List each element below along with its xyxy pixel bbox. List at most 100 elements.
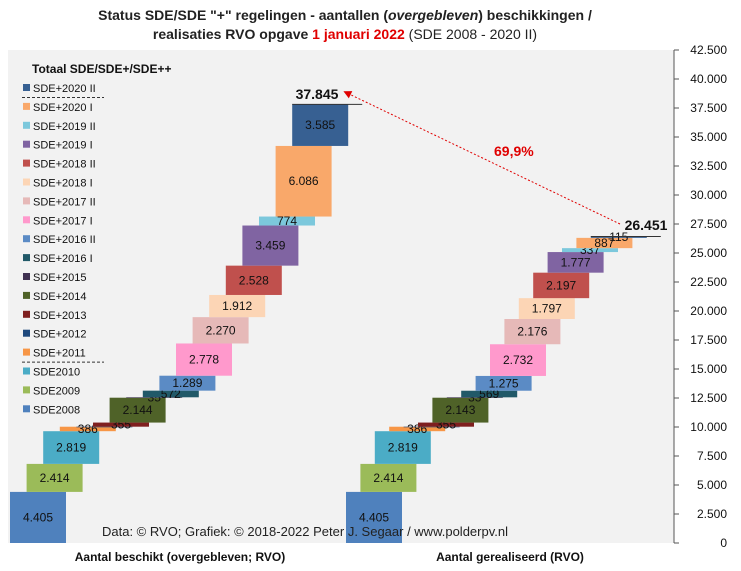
chart-title: Status SDE/SDE "+" regelingen - aantalle…	[0, 6, 690, 44]
legend-swatch	[23, 178, 30, 186]
legend-label: SDE+2020 II	[33, 83, 96, 95]
y-tick-label: 37.500	[690, 101, 727, 115]
legend-label: SDE2009	[33, 385, 80, 397]
legend-label: SDE2010	[33, 367, 80, 379]
bar-segment	[109, 397, 166, 423]
legend-label: SDE+2019 II	[33, 121, 96, 133]
bar-segment	[159, 375, 216, 391]
legend-title: Totaal SDE/SDE+/SDE++	[32, 62, 172, 76]
bar-value-label: 3.585	[305, 118, 335, 132]
legend-swatch	[23, 216, 30, 224]
legend-swatch	[23, 121, 30, 129]
legend-label: SDE+2018 I	[33, 178, 93, 190]
bar-value-label: 115	[609, 230, 628, 244]
bar-segment	[475, 375, 532, 391]
bar-value-label: 2.414	[373, 471, 403, 485]
bar-segment	[418, 422, 474, 427]
bar-value-label: 2.414	[40, 471, 70, 485]
bar-value-label: 774	[277, 214, 297, 228]
bar-segment	[176, 343, 232, 376]
bar-segment	[547, 252, 604, 273]
legend-label: SDE+2011	[33, 348, 86, 360]
y-tick-label: 27.500	[690, 217, 727, 231]
y-tick-label: 25.000	[690, 246, 727, 260]
bar-segment	[192, 317, 249, 344]
bar-value-label: 2.143	[445, 403, 475, 417]
legend-label: SDE+2014	[33, 291, 87, 303]
bar-segment	[360, 463, 417, 492]
bar-segment	[533, 272, 590, 299]
bar-value-label: 887	[594, 236, 614, 250]
bar-value-label: 1.777	[561, 255, 591, 269]
bar-segment	[225, 265, 282, 295]
y-tick-label: 22.500	[690, 275, 727, 289]
bar-value-label: 2.270	[206, 323, 236, 337]
legend-label: SDE+2013	[33, 310, 87, 322]
bar-segment	[10, 491, 66, 543]
bar-segment	[403, 426, 460, 428]
bar-segment	[446, 397, 503, 398]
reduction-percentage: 69,9%	[494, 143, 534, 159]
legend-swatch	[23, 348, 30, 356]
bar-segment	[76, 426, 133, 428]
bar-value-label: 2.819	[56, 441, 86, 455]
bar-value-label: 6.086	[289, 174, 319, 188]
bar-segment	[461, 390, 518, 398]
legend-label: SDE+2017 II	[33, 196, 96, 208]
legend-swatch	[23, 197, 30, 205]
x-label-1: Aantal beschikt (overgebleven; RVO)	[75, 550, 286, 564]
credit-text: Data: © RVO; Grafiek: © 2018-2022 Peter …	[102, 524, 508, 539]
total-label-2: 26.451	[625, 217, 668, 233]
legend-label: SDE+2018 II	[33, 159, 96, 171]
bar-value-label: 2.144	[123, 403, 153, 417]
legend-label: SDE+2016 I	[33, 253, 93, 265]
legend-swatch	[23, 329, 30, 337]
bar-segment	[292, 104, 349, 146]
legend-label: SDE+2017 I	[33, 215, 93, 227]
bar-value-label: 2.819	[388, 441, 418, 455]
total-label-1: 37.845	[296, 86, 339, 102]
legend-label: SDE2008	[33, 404, 80, 416]
y-tick-label: 20.000	[690, 304, 727, 318]
bar-segment	[518, 298, 575, 320]
legend-swatch	[23, 386, 30, 394]
y-tick-label: 30.000	[690, 188, 727, 202]
legend-swatch	[23, 84, 30, 91]
bar-value-label: 4.405	[359, 510, 389, 524]
bar-segment	[389, 426, 446, 432]
bar-segment	[93, 422, 149, 427]
bar-segment	[275, 145, 332, 217]
bar-value-label: 1.797	[532, 302, 562, 316]
bar-segment	[259, 216, 315, 226]
bar-segment	[346, 491, 402, 543]
y-tick-label: 7.500	[697, 449, 727, 463]
bar-segment	[126, 397, 183, 398]
title-line-2: realisaties RVO opgave 1 januari 2022 (S…	[152, 26, 538, 42]
bar-segment	[490, 344, 546, 376]
bar-value-label: 2.176	[517, 325, 547, 339]
bar-value-label: 2.197	[546, 278, 576, 292]
bar-value-label: 1.275	[489, 376, 519, 390]
bar-value-label: 2.732	[503, 353, 533, 367]
reduction-arrow	[343, 91, 621, 225]
y-tick-label: 0	[720, 536, 727, 550]
title-line-1: Status SDE/SDE "+" regelingen - aantalle…	[98, 7, 592, 23]
legend-swatch	[23, 310, 30, 318]
y-tick-label: 42.500	[690, 43, 727, 57]
y-tick-label: 32.500	[690, 159, 727, 173]
bar-segment	[26, 463, 83, 492]
y-tick-label: 40.000	[690, 72, 727, 86]
bar-segment	[432, 397, 489, 423]
legend-swatch	[23, 254, 30, 262]
legend-label: SDE+2012	[33, 329, 87, 341]
legend-swatch	[23, 367, 30, 375]
bar-value-label: 1.289	[172, 376, 202, 390]
y-tick-label: 12.500	[690, 391, 727, 405]
y-tick-label: 2.500	[697, 507, 727, 521]
legend-label: SDE+2016 II	[33, 234, 96, 246]
bar-value-label: 3.459	[255, 239, 285, 253]
legend-swatch	[23, 291, 30, 299]
legend-label: SDE+2015	[33, 272, 87, 284]
bar-segment	[59, 426, 116, 432]
